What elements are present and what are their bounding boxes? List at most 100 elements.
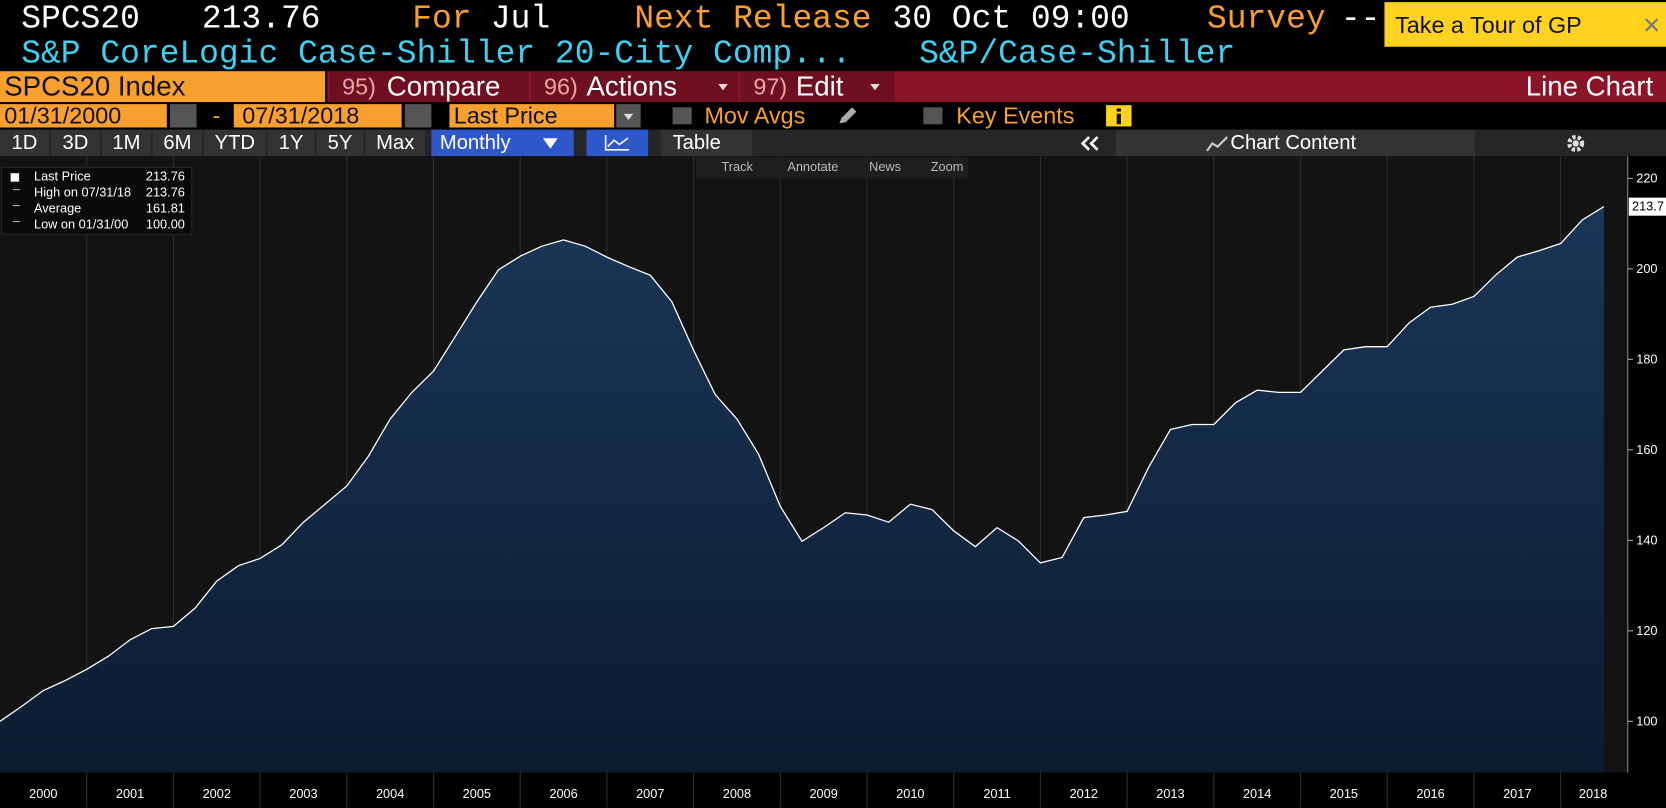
period-text: 1Y — [278, 131, 304, 155]
x-tick-label: 2005 — [463, 786, 491, 801]
source: S&P/Case-Shiller — [919, 36, 1236, 74]
period-text: 6M — [163, 131, 192, 155]
period-button[interactable]: YTD — [204, 129, 266, 157]
info-icon[interactable] — [1106, 105, 1132, 127]
pencil-icon[interactable] — [837, 106, 858, 125]
y-tick-label: 120 — [1636, 623, 1657, 638]
legend-label: Low on 01/31/00 — [34, 216, 129, 232]
menu-label: Actions — [586, 70, 678, 102]
x-tick-label: 2015 — [1330, 786, 1358, 801]
x-tick-label: 2006 — [549, 786, 577, 801]
line — [0, 206, 1605, 722]
collapse-icon[interactable] — [1080, 136, 1101, 151]
tool-button[interactable]: Zoom — [930, 159, 964, 175]
x-tick-label: 2008 — [723, 786, 751, 801]
legend-value: 100.00 — [145, 216, 185, 232]
x-tick-label: 2004 — [376, 786, 404, 801]
legend-row: Average 161.81 — [2, 201, 191, 217]
period-button[interactable]: 1D — [0, 129, 49, 157]
menu-button[interactable]: 96) Actions — [531, 70, 739, 102]
tool-button[interactable]: Track — [721, 159, 753, 175]
menu-number: 95) — [342, 73, 376, 100]
period-bar: 1D 3D 1M 6M YTD 1Y 5Y Max Monthly Table Chart C… — [0, 129, 1666, 157]
legend-icon — [12, 205, 21, 207]
y-tick-label: 140 — [1636, 533, 1657, 548]
quote-bar: SPCS20 213.76 For Jul Next Release 30 Oc… — [0, 0, 1666, 47]
y-tick-label: 220 — [1636, 171, 1657, 186]
release-label: Next Release — [634, 1, 872, 39]
period-button[interactable]: Max — [365, 129, 425, 157]
end-text: 07/31/2018 — [242, 102, 360, 129]
period-button[interactable]: 5Y — [316, 129, 364, 157]
y-tick-label: 180 — [1636, 352, 1657, 367]
start-date[interactable]: 01/31/2000 — [0, 103, 167, 128]
legend-row: Last Price 213.76 — [2, 169, 191, 185]
period-button[interactable]: 1Y — [267, 129, 315, 157]
table-button[interactable]: Table — [660, 129, 753, 157]
field-select[interactable]: Last Price — [449, 102, 615, 129]
chart-content-button[interactable]: Chart Content — [1115, 129, 1475, 157]
legend-icon — [12, 221, 21, 223]
period-button[interactable]: 6M — [153, 129, 202, 157]
table-text: Table — [672, 131, 721, 155]
y-tick-label: 200 — [1636, 261, 1657, 276]
legend-value: 213.76 — [145, 168, 185, 184]
close-icon[interactable] — [1645, 18, 1659, 32]
chart-icon — [1206, 136, 1228, 152]
x-tick-label: 2007 — [636, 786, 664, 801]
calendar-button[interactable] — [170, 104, 197, 128]
legend-icon — [12, 189, 21, 191]
info-glyph — [1116, 108, 1121, 125]
calendar-button[interactable] — [404, 104, 432, 128]
area — [0, 206, 1604, 773]
x-tick-label: 2002 — [203, 786, 231, 801]
chart-type-button[interactable] — [586, 129, 649, 157]
frequency-text: Monthly — [439, 131, 511, 155]
security-name: S&P CoreLogic Case-Shiller 20-City Comp.… — [21, 36, 852, 74]
x-tick-label: 2009 — [809, 786, 837, 801]
period-button[interactable]: 1M — [102, 129, 151, 157]
range-sep: - — [212, 102, 221, 129]
y-tick-label: 100 — [1636, 714, 1657, 729]
period-text: 1D — [11, 131, 38, 155]
tools-bar: Track Annotate News Zoom — [695, 157, 968, 179]
menu-button[interactable]: 95) Compare — [329, 70, 530, 102]
legend-value: 213.76 — [145, 184, 185, 200]
checkbox[interactable] — [672, 107, 692, 125]
legend: Last Price 213.76 High on 07/31/18 213.76 Av… — [1, 166, 193, 235]
period-text: 3D — [62, 131, 89, 155]
x-tick-label: 2017 — [1503, 786, 1531, 801]
field-dropdown[interactable] — [616, 104, 641, 128]
chart-content-text: Chart Content — [1230, 131, 1357, 155]
menu-number: 96) — [544, 73, 578, 100]
menu-button[interactable]: 97) Edit — [740, 71, 895, 102]
checkbox[interactable] — [923, 107, 943, 125]
security-field[interactable]: SPCS20 Index — [0, 70, 326, 102]
view-name: Line Chart — [1525, 70, 1654, 102]
x-tick-label: 2016 — [1416, 786, 1444, 801]
chart: 2000 2001 2002 2003 2004 2005 2006 2007 2008 2009… — [0, 156, 1666, 808]
legend-label: Last Price — [34, 168, 91, 184]
key-events-label: Key Events — [956, 102, 1075, 129]
settings-icon[interactable] — [1566, 134, 1585, 153]
legend-row: Low on 01/31/00 100.00 — [2, 217, 191, 233]
legend-label: Average — [34, 200, 82, 216]
x-tick-label: 2014 — [1243, 786, 1271, 801]
frequency-select[interactable]: Monthly — [431, 129, 574, 157]
menu-label: Compare — [386, 70, 501, 102]
tool-button[interactable]: News — [869, 159, 902, 175]
legend-value: 161.81 — [145, 200, 185, 216]
menu-bar: 95) Compare 96) Actions 97) Edit Line Ch… — [327, 71, 1666, 102]
x-tick-label: 2012 — [1070, 786, 1098, 801]
security-text: SPCS20 Index — [4, 70, 186, 102]
period-text: 5Y — [327, 131, 353, 155]
x-tick-label: 2000 — [29, 786, 57, 801]
period-button[interactable]: 3D — [51, 129, 100, 157]
legend-icon — [10, 173, 20, 182]
for-label: For — [412, 1, 472, 39]
tour-button[interactable]: Take a Tour of GP — [1384, 2, 1666, 47]
x-tick-label: 2018 — [1579, 786, 1607, 801]
field-text: Last Price — [453, 102, 558, 129]
tool-button[interactable]: Annotate — [787, 159, 839, 175]
end-date[interactable]: 07/31/2018 — [233, 102, 402, 129]
